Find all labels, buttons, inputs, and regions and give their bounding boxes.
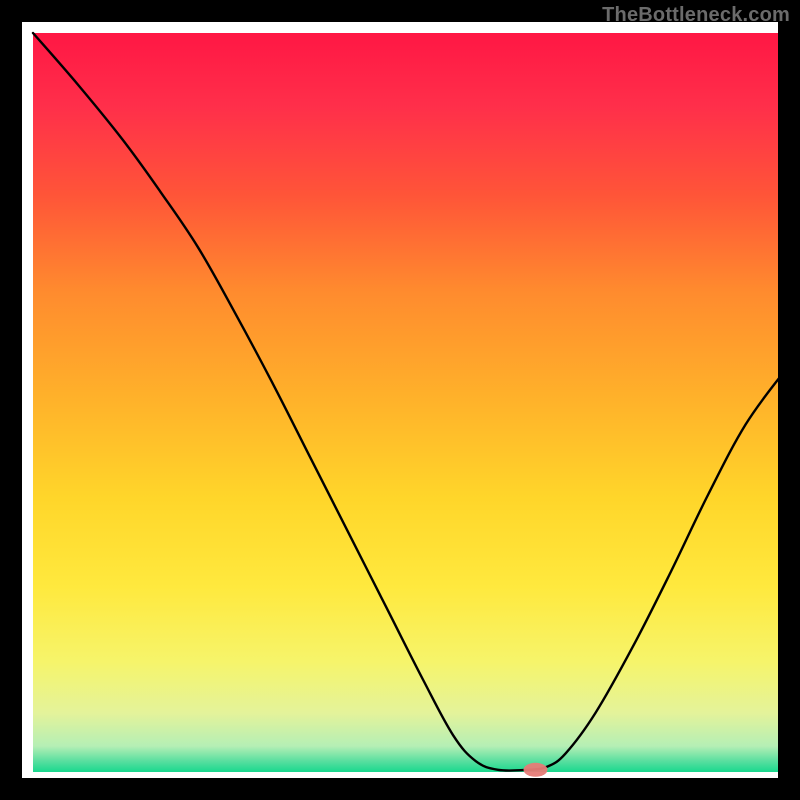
optimal-point-marker [524, 763, 548, 777]
plot-background [33, 33, 783, 772]
watermark-text: TheBottleneck.com [602, 4, 790, 27]
bottleneck-chart [0, 0, 800, 800]
